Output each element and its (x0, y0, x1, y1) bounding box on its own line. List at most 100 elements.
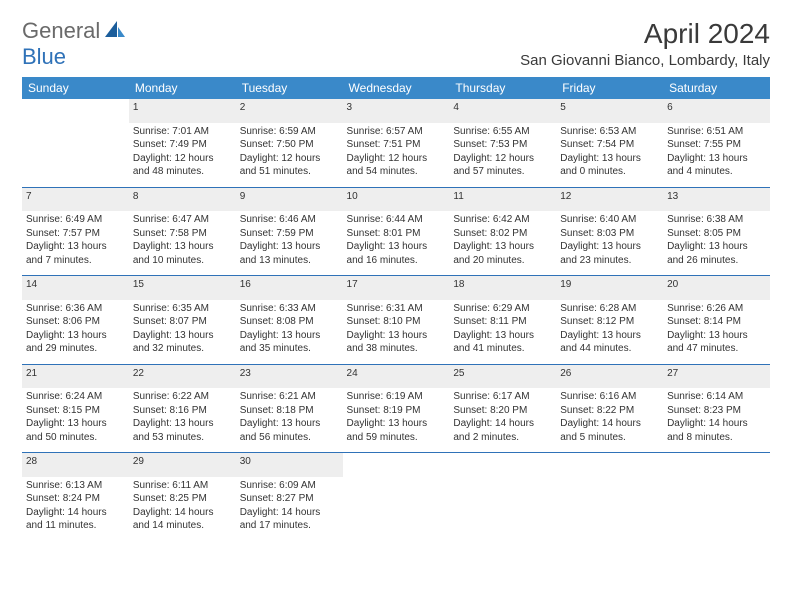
sunrise: Sunrise: 6:42 AM (453, 213, 552, 227)
day-number: 21 (22, 364, 129, 388)
sunrise: Sunrise: 6:11 AM (133, 479, 232, 493)
daylight-2: and 59 minutes. (347, 431, 446, 445)
day-number: 29 (129, 453, 236, 477)
day-number: 6 (663, 99, 770, 123)
sunrise: Sunrise: 6:09 AM (240, 479, 339, 493)
daylight-1: Daylight: 13 hours (560, 152, 659, 166)
sunrise: Sunrise: 6:16 AM (560, 390, 659, 404)
day-cell: Sunrise: 6:31 AMSunset: 8:10 PMDaylight:… (343, 300, 450, 365)
logo: General (22, 18, 128, 44)
sunset: Sunset: 8:10 PM (347, 315, 446, 329)
day-number: 9 (236, 187, 343, 211)
day-number: 18 (449, 276, 556, 300)
daylight-2: and 13 minutes. (240, 254, 339, 268)
day-number: 1 (129, 99, 236, 123)
day-number: 3 (343, 99, 450, 123)
daylight-1: Daylight: 13 hours (667, 240, 766, 254)
sunrise: Sunrise: 6:38 AM (667, 213, 766, 227)
sunrise: Sunrise: 6:57 AM (347, 125, 446, 139)
daylight-2: and 53 minutes. (133, 431, 232, 445)
daylight-2: and 44 minutes. (560, 342, 659, 356)
sunrise: Sunrise: 6:22 AM (133, 390, 232, 404)
daylight-2: and 35 minutes. (240, 342, 339, 356)
sunset: Sunset: 7:57 PM (26, 227, 125, 241)
sunrise: Sunrise: 6:33 AM (240, 302, 339, 316)
weekday-header: Wednesday (343, 77, 450, 99)
day-number: 19 (556, 276, 663, 300)
day-cell (556, 477, 663, 541)
day-cell: Sunrise: 6:33 AMSunset: 8:08 PMDaylight:… (236, 300, 343, 365)
day-cell: Sunrise: 6:21 AMSunset: 8:18 PMDaylight:… (236, 388, 343, 453)
sunrise: Sunrise: 6:46 AM (240, 213, 339, 227)
daylight-1: Daylight: 12 hours (240, 152, 339, 166)
weekday-header: Friday (556, 77, 663, 99)
daylight-1: Daylight: 13 hours (26, 240, 125, 254)
daynum-row: 14151617181920 (22, 276, 770, 300)
daylight-2: and 57 minutes. (453, 165, 552, 179)
sunset: Sunset: 7:59 PM (240, 227, 339, 241)
day-cell (22, 123, 129, 188)
daylight-2: and 41 minutes. (453, 342, 552, 356)
daylight-1: Daylight: 14 hours (240, 506, 339, 520)
sunrise: Sunrise: 6:35 AM (133, 302, 232, 316)
daylight-2: and 10 minutes. (133, 254, 232, 268)
day-cell: Sunrise: 6:49 AMSunset: 7:57 PMDaylight:… (22, 211, 129, 276)
sunset: Sunset: 7:54 PM (560, 138, 659, 152)
daylight-2: and 4 minutes. (667, 165, 766, 179)
day-cell: Sunrise: 6:57 AMSunset: 7:51 PMDaylight:… (343, 123, 450, 188)
day-cell: Sunrise: 6:24 AMSunset: 8:15 PMDaylight:… (22, 388, 129, 453)
sunset: Sunset: 8:14 PM (667, 315, 766, 329)
day-number (556, 453, 663, 477)
day-cell: Sunrise: 6:16 AMSunset: 8:22 PMDaylight:… (556, 388, 663, 453)
daylight-2: and 17 minutes. (240, 519, 339, 533)
sunrise: Sunrise: 6:49 AM (26, 213, 125, 227)
sunrise: Sunrise: 6:53 AM (560, 125, 659, 139)
daylight-1: Daylight: 13 hours (240, 329, 339, 343)
day-cell: Sunrise: 6:44 AMSunset: 8:01 PMDaylight:… (343, 211, 450, 276)
day-cell: Sunrise: 6:42 AMSunset: 8:02 PMDaylight:… (449, 211, 556, 276)
daylight-1: Daylight: 13 hours (453, 240, 552, 254)
sunrise: Sunrise: 6:36 AM (26, 302, 125, 316)
sunset: Sunset: 8:19 PM (347, 404, 446, 418)
day-number: 25 (449, 364, 556, 388)
day-cell: Sunrise: 7:01 AMSunset: 7:49 PMDaylight:… (129, 123, 236, 188)
day-cell: Sunrise: 6:26 AMSunset: 8:14 PMDaylight:… (663, 300, 770, 365)
sunset: Sunset: 8:06 PM (26, 315, 125, 329)
sunset: Sunset: 8:11 PM (453, 315, 552, 329)
day-cell: Sunrise: 6:22 AMSunset: 8:16 PMDaylight:… (129, 388, 236, 453)
day-number: 24 (343, 364, 450, 388)
sunrise: Sunrise: 6:13 AM (26, 479, 125, 493)
sunset: Sunset: 8:01 PM (347, 227, 446, 241)
daylight-1: Daylight: 13 hours (26, 329, 125, 343)
weekday-header: Tuesday (236, 77, 343, 99)
daylight-1: Daylight: 14 hours (453, 417, 552, 431)
day-cell (663, 477, 770, 541)
sunset: Sunset: 8:03 PM (560, 227, 659, 241)
content-row: Sunrise: 7:01 AMSunset: 7:49 PMDaylight:… (22, 123, 770, 188)
daylight-1: Daylight: 13 hours (133, 240, 232, 254)
sunrise: Sunrise: 6:44 AM (347, 213, 446, 227)
daylight-1: Daylight: 13 hours (347, 417, 446, 431)
weekday-header: Thursday (449, 77, 556, 99)
daylight-1: Daylight: 13 hours (133, 417, 232, 431)
sunrise: Sunrise: 6:31 AM (347, 302, 446, 316)
day-cell: Sunrise: 6:51 AMSunset: 7:55 PMDaylight:… (663, 123, 770, 188)
sunset: Sunset: 8:08 PM (240, 315, 339, 329)
sunset: Sunset: 8:20 PM (453, 404, 552, 418)
day-cell: Sunrise: 6:11 AMSunset: 8:25 PMDaylight:… (129, 477, 236, 541)
content-row: Sunrise: 6:49 AMSunset: 7:57 PMDaylight:… (22, 211, 770, 276)
day-number: 12 (556, 187, 663, 211)
weekday-header: Sunday (22, 77, 129, 99)
daylight-2: and 16 minutes. (347, 254, 446, 268)
sunrise: Sunrise: 7:01 AM (133, 125, 232, 139)
calendar-body: 123456 Sunrise: 7:01 AMSunset: 7:49 PMDa… (22, 99, 770, 541)
day-cell: Sunrise: 6:29 AMSunset: 8:11 PMDaylight:… (449, 300, 556, 365)
sunset: Sunset: 8:22 PM (560, 404, 659, 418)
day-number: 2 (236, 99, 343, 123)
weekday-header: Saturday (663, 77, 770, 99)
day-cell: Sunrise: 6:14 AMSunset: 8:23 PMDaylight:… (663, 388, 770, 453)
daylight-1: Daylight: 14 hours (26, 506, 125, 520)
sunrise: Sunrise: 6:59 AM (240, 125, 339, 139)
day-number: 30 (236, 453, 343, 477)
sunset: Sunset: 8:02 PM (453, 227, 552, 241)
